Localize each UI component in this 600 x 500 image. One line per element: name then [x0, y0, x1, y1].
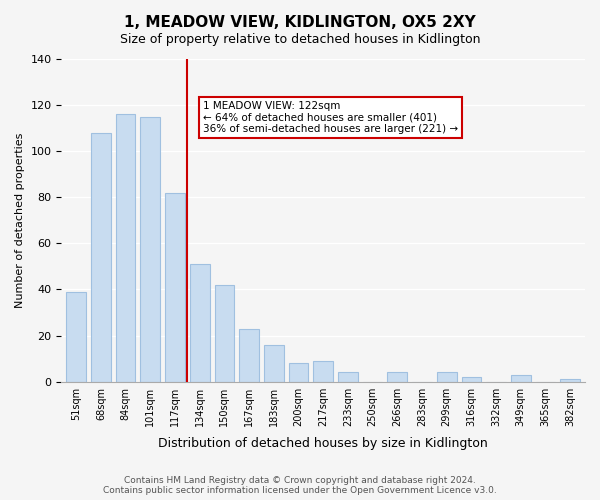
- Bar: [388, 372, 407, 382]
- Bar: [264, 345, 284, 382]
- Bar: [511, 374, 530, 382]
- Text: Contains HM Land Registry data © Crown copyright and database right 2024.
Contai: Contains HM Land Registry data © Crown c…: [103, 476, 497, 495]
- Bar: [239, 328, 259, 382]
- Text: 1 MEADOW VIEW: 122sqm
← 64% of detached houses are smaller (401)
36% of semi-det: 1 MEADOW VIEW: 122sqm ← 64% of detached …: [203, 101, 458, 134]
- Bar: [67, 292, 86, 382]
- Text: Size of property relative to detached houses in Kidlington: Size of property relative to detached ho…: [120, 32, 480, 46]
- Bar: [338, 372, 358, 382]
- Bar: [165, 192, 185, 382]
- Y-axis label: Number of detached properties: Number of detached properties: [15, 132, 25, 308]
- Bar: [190, 264, 209, 382]
- Text: 1, MEADOW VIEW, KIDLINGTON, OX5 2XY: 1, MEADOW VIEW, KIDLINGTON, OX5 2XY: [124, 15, 476, 30]
- Bar: [313, 361, 333, 382]
- Bar: [461, 377, 481, 382]
- Bar: [437, 372, 457, 382]
- Bar: [560, 380, 580, 382]
- Bar: [140, 116, 160, 382]
- X-axis label: Distribution of detached houses by size in Kidlington: Distribution of detached houses by size …: [158, 437, 488, 450]
- Bar: [289, 363, 308, 382]
- Bar: [215, 285, 234, 382]
- Bar: [91, 132, 111, 382]
- Bar: [116, 114, 136, 382]
